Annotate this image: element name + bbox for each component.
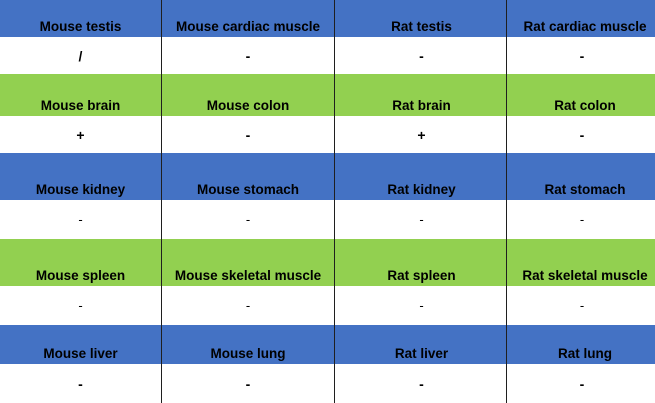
- value-row: - - - -: [0, 286, 655, 326]
- value-cell: -: [161, 37, 334, 74]
- header-cell: Rat colon: [506, 74, 655, 116]
- header-cell: Mouse stomach: [161, 153, 334, 200]
- header-cell: Rat stomach: [506, 153, 655, 200]
- header-cell: Rat liver: [334, 325, 506, 364]
- value-cell: -: [161, 364, 334, 403]
- header-row: Mouse brain Mouse colon Rat brain Rat co…: [0, 74, 655, 116]
- header-cell: Rat spleen: [334, 239, 506, 286]
- header-cell: Mouse liver: [43, 346, 118, 361]
- header-cell: Mouse spleen: [35, 268, 126, 283]
- value-cell: -: [334, 37, 506, 74]
- header-row: Mouse spleen Mouse skeletal muscle Rat s…: [0, 239, 655, 286]
- value-cell: -: [334, 286, 506, 325]
- value-cell: -: [334, 364, 506, 403]
- value-cell: -: [161, 286, 334, 325]
- value-cell: -: [506, 286, 655, 325]
- value-row: / - - -: [0, 37, 655, 75]
- header-cell: Rat testis: [334, 0, 506, 37]
- header-cell: Mouse cardiac muscle: [161, 0, 334, 37]
- value-cell: -: [506, 116, 655, 153]
- header-cell: Rat skeletal muscle: [506, 239, 655, 286]
- value-cell: -: [161, 200, 334, 239]
- header-cell: Mouse testis: [39, 19, 122, 34]
- value-cell: +: [334, 116, 506, 153]
- header-cell: Mouse colon: [161, 74, 334, 116]
- value-cell: -: [506, 200, 655, 239]
- value-cell: /: [78, 47, 83, 64]
- value-cell: -: [506, 364, 655, 403]
- header-cell: Rat lung: [506, 325, 655, 364]
- value-cell: -: [78, 298, 83, 313]
- header-cell: Rat kidney: [334, 153, 506, 200]
- value-row: + - + -: [0, 116, 655, 154]
- value-cell: -: [78, 375, 83, 392]
- value-row: - - - -: [0, 364, 655, 403]
- header-cell: Mouse kidney: [35, 182, 126, 197]
- value-cell: -: [161, 116, 334, 153]
- header-row: Mouse kidney Mouse stomach Rat kidney Ra…: [0, 153, 655, 200]
- header-row: Mouse testis Mouse cardiac muscle Rat te…: [0, 0, 655, 37]
- value-row: - - - -: [0, 200, 655, 240]
- header-row: Mouse liver Mouse lung Rat liver Rat lun…: [0, 325, 655, 364]
- header-cell: Rat cardiac muscle: [506, 0, 655, 37]
- header-cell: Mouse skeletal muscle: [161, 239, 334, 286]
- header-cell: Mouse lung: [161, 325, 334, 364]
- value-cell: -: [506, 37, 655, 74]
- header-cell: Mouse brain: [40, 98, 121, 113]
- value-cell: +: [76, 126, 85, 143]
- value-cell: -: [334, 200, 506, 239]
- header-cell: Rat brain: [334, 74, 506, 116]
- value-cell: -: [78, 212, 83, 227]
